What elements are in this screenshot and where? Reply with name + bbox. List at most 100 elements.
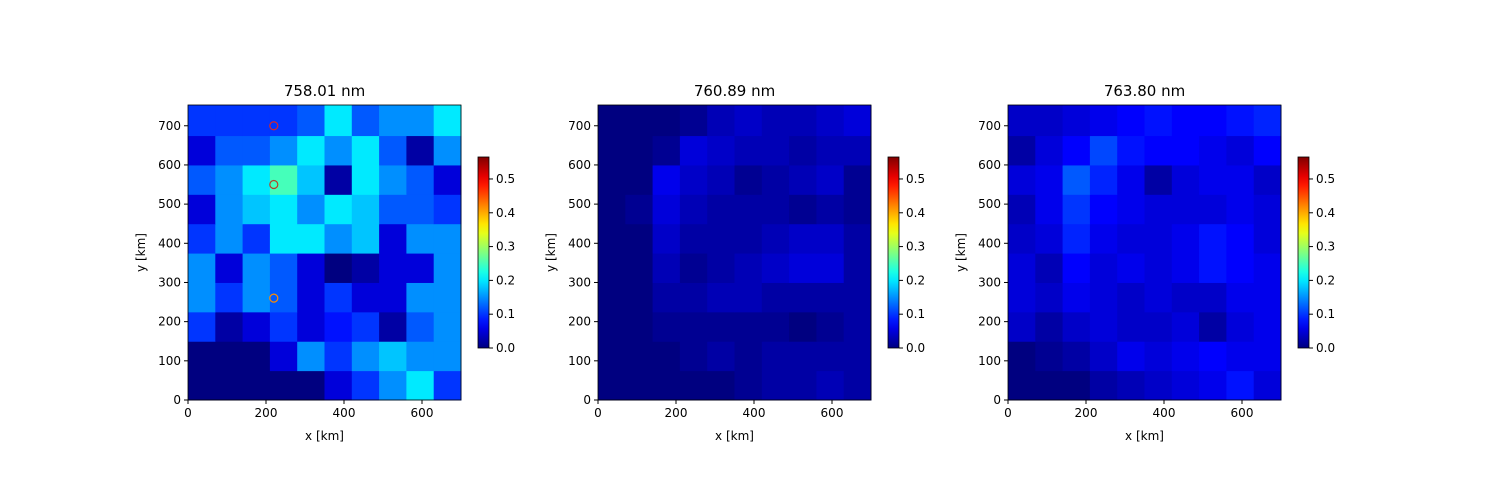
heat-cell bbox=[1171, 194, 1200, 225]
heat-cell bbox=[1117, 370, 1145, 401]
heat-cell bbox=[406, 341, 435, 372]
heat-cell bbox=[598, 311, 626, 342]
heat-cell bbox=[215, 194, 244, 225]
heat-cell bbox=[1035, 370, 1064, 401]
heat-cell bbox=[598, 370, 626, 401]
heat-cell bbox=[1171, 135, 1200, 166]
heat-cell bbox=[379, 341, 407, 372]
heat-cell bbox=[598, 135, 626, 166]
heat-cell bbox=[789, 135, 817, 166]
heat-cell bbox=[242, 223, 271, 254]
heat-cell bbox=[652, 341, 681, 372]
heat-cell bbox=[598, 223, 626, 254]
heat-cell bbox=[816, 164, 845, 195]
heat-cell bbox=[1144, 223, 1173, 254]
heat-cell bbox=[1089, 223, 1118, 254]
y-tick-label: 0 bbox=[583, 393, 591, 407]
heat-cell bbox=[1008, 194, 1036, 225]
heat-cell bbox=[1008, 223, 1036, 254]
heat-cell bbox=[734, 194, 763, 225]
y-tick-label: 0 bbox=[993, 393, 1001, 407]
heat-cell bbox=[816, 194, 845, 225]
heat-cell bbox=[734, 311, 763, 342]
heat-cell bbox=[406, 105, 435, 137]
heat-cell bbox=[1035, 311, 1064, 342]
heat-cell bbox=[433, 311, 462, 342]
heat-cell bbox=[816, 341, 845, 372]
heat-cell bbox=[1008, 135, 1036, 166]
heat-cell bbox=[1226, 282, 1255, 313]
heat-cell bbox=[1062, 282, 1091, 313]
heat-cell bbox=[269, 164, 298, 195]
heat-cell bbox=[652, 135, 681, 166]
heat-cell bbox=[679, 223, 708, 254]
heat-cell bbox=[1253, 194, 1282, 225]
heat-cell bbox=[188, 194, 216, 225]
heat-cell bbox=[188, 253, 216, 283]
y-tick-label: 500 bbox=[978, 197, 1001, 211]
heat-cell bbox=[379, 311, 407, 342]
heat-cell bbox=[215, 341, 244, 372]
colorbar-tick-label: 0.5 bbox=[496, 172, 515, 186]
heat-cell bbox=[379, 370, 407, 401]
heat-cell bbox=[679, 194, 708, 225]
heat-cell bbox=[215, 164, 244, 195]
heat-cell bbox=[1089, 164, 1118, 195]
heat-cell bbox=[324, 370, 353, 401]
heat-cell bbox=[843, 194, 872, 225]
heat-cell bbox=[1171, 105, 1200, 137]
heat-cell bbox=[843, 282, 872, 313]
heat-cell bbox=[351, 194, 380, 225]
heat-cell bbox=[761, 194, 790, 225]
heat-cell bbox=[1117, 223, 1145, 254]
heat-cell bbox=[433, 253, 462, 283]
x-tick-label: 0 bbox=[184, 406, 192, 420]
heat-cell bbox=[679, 341, 708, 372]
colorbar-tick-label: 0.0 bbox=[1316, 341, 1335, 355]
heat-cell bbox=[242, 164, 271, 195]
heat-cell bbox=[761, 282, 790, 313]
heat-cell bbox=[433, 341, 462, 372]
heat-cell bbox=[1089, 282, 1118, 313]
y-tick-label: 300 bbox=[978, 275, 1001, 289]
heat-cell bbox=[843, 253, 872, 283]
heat-cell bbox=[1199, 194, 1227, 225]
heat-cell bbox=[625, 105, 654, 137]
heat-cell bbox=[1171, 341, 1200, 372]
colorbar-tick-label: 0.2 bbox=[1316, 273, 1335, 287]
heat-cell bbox=[843, 341, 872, 372]
y-tick-label: 100 bbox=[568, 354, 591, 368]
heat-cell bbox=[816, 253, 845, 283]
x-tick-label: 400 bbox=[333, 406, 356, 420]
y-tick-label: 400 bbox=[978, 236, 1001, 250]
heat-cell bbox=[1089, 105, 1118, 137]
y-tick-label: 700 bbox=[158, 119, 181, 133]
y-tick-label: 100 bbox=[978, 354, 1001, 368]
x-tick-label: 400 bbox=[743, 406, 766, 420]
y-tick-label: 0 bbox=[173, 393, 181, 407]
heat-cell bbox=[1089, 135, 1118, 166]
heat-cell bbox=[379, 164, 407, 195]
heat-cell bbox=[789, 341, 817, 372]
heat-cell bbox=[734, 164, 763, 195]
heat-cell bbox=[707, 223, 735, 254]
heat-cell bbox=[1117, 253, 1145, 283]
colorbar-tick-label: 0.4 bbox=[496, 206, 515, 220]
heat-cell bbox=[625, 311, 654, 342]
heat-cell bbox=[1062, 164, 1091, 195]
heat-cell bbox=[1035, 164, 1064, 195]
heat-cell bbox=[297, 164, 325, 195]
heat-cell bbox=[1226, 253, 1255, 283]
heat-cell bbox=[188, 311, 216, 342]
axes-frame bbox=[1007, 104, 1282, 401]
heat-cell bbox=[1253, 164, 1282, 195]
colorbar-tick-label: 0.4 bbox=[906, 206, 925, 220]
heat-cell bbox=[406, 194, 435, 225]
y-tick-label: 400 bbox=[158, 236, 181, 250]
colorbar-tick-label: 0.5 bbox=[1316, 172, 1335, 186]
x-tick-label: 600 bbox=[1231, 406, 1254, 420]
colorbar-tick-label: 0.2 bbox=[496, 273, 515, 287]
heat-cell bbox=[625, 135, 654, 166]
heat-cell bbox=[1062, 370, 1091, 401]
heat-cell bbox=[1226, 135, 1255, 166]
